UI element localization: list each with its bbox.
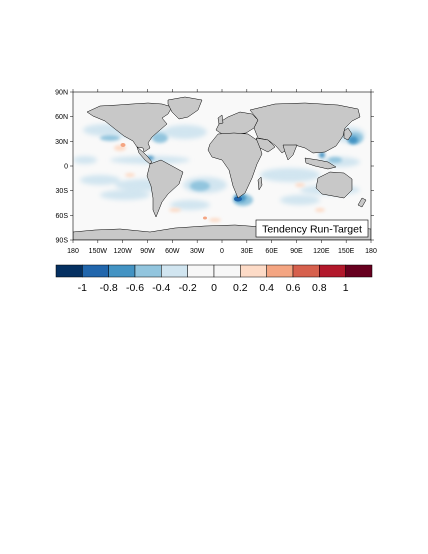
lon-tick-label: 150W <box>89 248 108 255</box>
lon-tick-label: 180 <box>67 248 79 255</box>
colorbar-box <box>108 264 136 278</box>
colorbar-box <box>213 264 241 278</box>
colorbar-box <box>345 264 373 278</box>
indian-subcontinent <box>282 144 298 161</box>
colorbar-box <box>55 264 83 278</box>
colorbar-label: -0.6 <box>126 282 144 294</box>
greenland <box>167 96 203 120</box>
british-isles <box>217 114 224 125</box>
south-america <box>146 159 184 218</box>
lat-tick-label: 90N <box>55 90 68 97</box>
lat-tick-label: 0 <box>64 164 68 171</box>
colorbar-label: 0.2 <box>233 282 248 294</box>
colorbar-box <box>187 264 215 278</box>
lon-tick-label: 30W <box>190 248 205 255</box>
annotation-text: Tendency Run-Target <box>262 224 362 236</box>
lon-tick-label: 120E <box>313 248 330 255</box>
north-america <box>86 102 173 153</box>
central-america <box>136 146 153 165</box>
colorbar-label: 0.4 <box>259 282 274 294</box>
colorbar-label: 0.6 <box>286 282 301 294</box>
lon-tick-label: 150E <box>338 248 355 255</box>
madagascar <box>257 176 263 191</box>
colorbar-box <box>134 264 162 278</box>
colorbar-label: 1 <box>343 282 349 294</box>
arabian-peninsula <box>255 137 276 153</box>
lon-tick-label: 30E <box>241 248 254 255</box>
lon-tick-label: 90E <box>290 248 303 255</box>
australia <box>315 171 353 199</box>
lon-tick-label: 0 <box>220 248 224 255</box>
colorbar-box <box>240 264 267 278</box>
longitude-axis: 180 150W 120W 90W 60W 30W 0 30E 60E 90E 120E 150E 18… <box>67 89 377 255</box>
lat-tick-label: 90S <box>56 238 69 245</box>
colorbar-label: -1 <box>78 282 87 294</box>
colorbar-label: 0.8 <box>312 282 327 294</box>
colorbar-label: -0.8 <box>100 282 118 294</box>
colorbar-label: -0.2 <box>179 282 197 294</box>
colorbar-box <box>82 264 109 278</box>
africa <box>207 132 263 199</box>
colorbar-boxes <box>55 264 373 278</box>
colorbar-box <box>319 264 346 278</box>
maritime-southeast-asia <box>304 157 337 170</box>
lat-tick-label: 30S <box>56 188 69 195</box>
lon-tick-label: 90W <box>140 248 155 255</box>
colorbar-label: -0.4 <box>152 282 170 294</box>
lon-tick-label: 60W <box>165 248 180 255</box>
lon-tick-label: 60E <box>265 248 278 255</box>
colorbar-label: 0 <box>211 282 217 294</box>
lat-tick-label: 60N <box>55 114 68 121</box>
lat-tick-label: 60S <box>56 213 69 220</box>
map-panel: Tendency Run-Target 180 150W 120W 90W 60W 30W… <box>55 89 377 255</box>
colorbar-box <box>292 264 320 278</box>
lat-tick-label: 30N <box>55 139 68 146</box>
colorbar: -1 -0.8 -0.6 -0.4 -0.2 0 0.2 0.4 0.6 0.8 1 <box>55 264 373 294</box>
colorbar-box <box>266 264 294 278</box>
colorbar-labels: -1 -0.8 -0.6 -0.4 -0.2 0 0.2 0.4 0.6 0.8 1 <box>78 282 349 294</box>
anomaly-light-orange <box>114 145 325 222</box>
colorbar-box <box>161 264 188 278</box>
annotation-box: Tendency Run-Target <box>255 219 369 238</box>
anomaly-orange <box>120 143 207 220</box>
lon-tick-label: 180 <box>365 248 377 255</box>
japan <box>343 127 353 141</box>
anomaly-darkest-blue <box>234 196 242 202</box>
latitude-axis: 90N 60N 30N 0 30S 60S 90S <box>55 90 374 245</box>
lon-tick-label: 120W <box>114 248 133 255</box>
new-zealand <box>357 197 367 208</box>
